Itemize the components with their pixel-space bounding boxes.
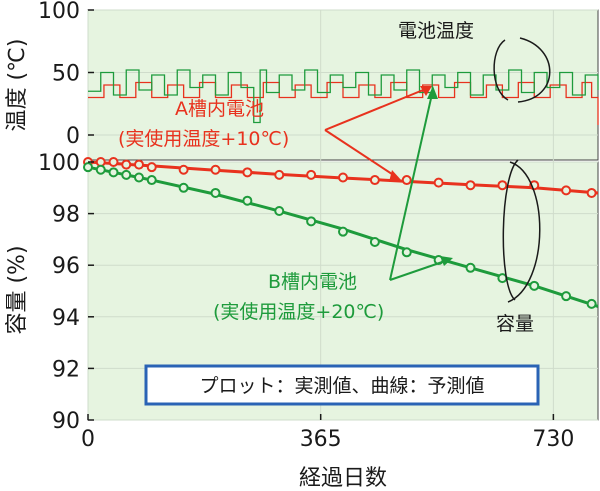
y-tick-label-cap: 90 <box>52 409 80 434</box>
temp-line-b <box>88 69 599 124</box>
a-arrow-cap <box>324 129 399 179</box>
y-tick-label-temp: 0 <box>66 124 80 149</box>
a-arrow-temp <box>324 87 429 131</box>
cap-point-a <box>401 175 412 186</box>
legend-box <box>144 364 540 406</box>
temperature-series <box>88 69 599 125</box>
x-tick-label: 365 <box>300 427 342 452</box>
y-tick-label-cap: 94 <box>52 306 80 331</box>
a-arrowhead-cap <box>389 170 402 182</box>
cap-point-b <box>465 262 476 273</box>
x-tick-label: 730 <box>532 427 574 452</box>
cap-point-b <box>401 247 412 258</box>
cap-point-b <box>274 206 285 217</box>
cap-point-b <box>108 167 119 178</box>
cap-point-a <box>146 162 157 173</box>
cap-axis-title: 容量 (%) <box>5 245 30 334</box>
cap-point-b <box>529 280 540 291</box>
cap-point-a <box>134 159 144 170</box>
cap-point-a <box>108 157 119 167</box>
cap-point-a <box>561 185 572 196</box>
y-tick-label-cap: 98 <box>52 203 80 228</box>
capacity-label: 容量 <box>496 313 534 335</box>
cap-point-b <box>369 236 380 247</box>
b-arrow-cap <box>389 259 449 281</box>
capacity-bracket <box>507 161 541 303</box>
b-arrowhead-cap <box>440 256 453 266</box>
cap-point-a <box>497 180 508 191</box>
cap-point-b <box>306 216 317 227</box>
cap-point-b <box>497 273 508 284</box>
cap-point-a <box>369 175 380 186</box>
cap-point-a <box>586 187 597 198</box>
cap-point-b <box>134 172 144 183</box>
cap-point-a <box>242 167 253 178</box>
cap-point-b <box>338 226 348 237</box>
annotations: 電池温度 容量 A槽内電池 (実使用温度+10℃) B槽内電池 (実使用温度+2… <box>118 20 551 335</box>
y-tick-label-temp: 100 <box>38 0 80 24</box>
cap-point-a <box>465 180 476 191</box>
cap-point-a <box>338 172 348 183</box>
a-label-line2: (実使用温度+10℃) <box>118 128 289 150</box>
temp-axis-title: 温度 (℃) <box>5 39 30 132</box>
a-label-line1: A槽内電池 <box>175 98 264 120</box>
legend-text: プロット：実測値、曲線：予測値 <box>199 375 484 397</box>
cap-point-b <box>178 182 189 193</box>
cap-point-a <box>274 169 285 180</box>
cap-point-a <box>210 164 221 175</box>
cap-point-b <box>146 175 157 186</box>
b-label-line2: (実使用温度+20℃) <box>213 301 384 323</box>
y-tick-label-temp: 50 <box>52 62 80 87</box>
cap-point-a <box>121 159 132 170</box>
x-axis-title: 経過日数 <box>299 466 387 491</box>
y-tick-label-cap: 92 <box>52 357 80 382</box>
y-tick-label-cap: 96 <box>52 254 80 279</box>
cap-point-b <box>95 164 106 175</box>
b-arrowhead-temp <box>427 86 438 99</box>
cap-point-a <box>178 164 189 175</box>
cap-point-b <box>210 187 221 198</box>
cap-point-b <box>121 169 132 180</box>
a-arrowhead-temp <box>420 86 432 96</box>
cap-point-b <box>83 162 93 173</box>
x-tick-label: 0 <box>81 427 95 452</box>
cap-point-a <box>306 169 317 180</box>
capacity-series <box>83 157 599 309</box>
capacity-bracket-inner <box>502 159 519 301</box>
b-label-line1: B槽内電池 <box>268 271 357 293</box>
battery-temp-bracket-inner <box>493 39 509 101</box>
cap-point-b <box>242 195 253 206</box>
cap-point-b <box>561 291 572 302</box>
cap-point-a <box>433 177 444 188</box>
b-arrow-temp <box>389 93 433 281</box>
battery-temp-label: 電池温度 <box>398 20 474 42</box>
cap-point-b <box>586 298 597 309</box>
battery-temp-bracket <box>517 37 551 103</box>
y-tick-label-cap: 100 <box>38 151 80 176</box>
